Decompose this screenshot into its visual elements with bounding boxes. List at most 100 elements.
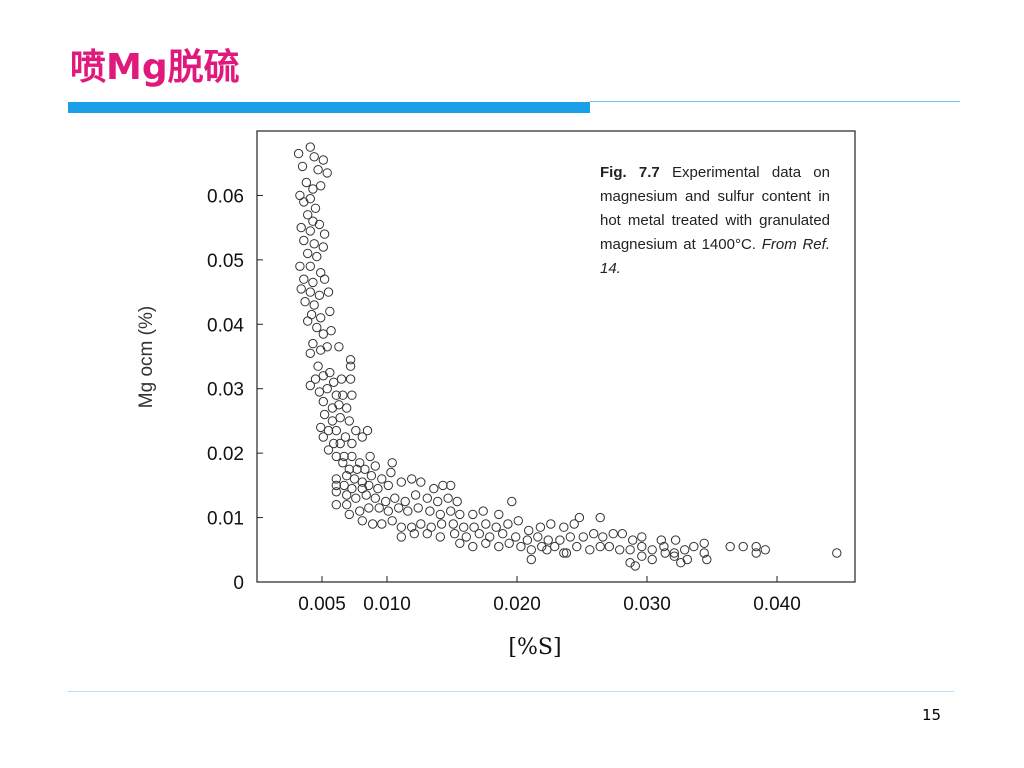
data-point <box>295 261 305 271</box>
data-point <box>326 326 336 336</box>
data-point <box>318 396 328 407</box>
data-point <box>702 554 712 565</box>
data-point <box>542 545 552 555</box>
data-point <box>628 535 638 545</box>
y-tick-label: 0 <box>233 573 244 594</box>
data-point <box>522 535 533 545</box>
data-point <box>331 500 341 510</box>
data-point <box>396 522 406 532</box>
data-point <box>407 474 417 484</box>
figure-caption-source: From Ref. 14. <box>600 236 830 277</box>
data-point <box>331 451 341 462</box>
data-point <box>625 545 635 555</box>
plot-area-frame <box>256 130 856 583</box>
footer-divider <box>68 691 954 692</box>
data-point <box>342 500 352 510</box>
data-point <box>316 345 326 355</box>
data-point <box>689 541 699 552</box>
data-point <box>615 545 625 555</box>
title-underline-thin-line <box>590 101 960 102</box>
y-tick-label: 0.04 <box>207 315 244 336</box>
data-point <box>680 545 690 555</box>
data-point <box>331 390 341 400</box>
data-point <box>331 474 341 484</box>
data-point <box>299 235 309 246</box>
y-tick-label: 0.02 <box>207 444 244 465</box>
data-point <box>316 181 326 191</box>
data-point <box>682 554 692 565</box>
title-underline-bar <box>68 102 590 113</box>
data-point <box>469 522 479 532</box>
data-point <box>331 480 341 491</box>
data-point <box>416 477 426 487</box>
data-point <box>299 197 309 207</box>
data-point <box>598 532 608 542</box>
data-point <box>310 203 321 214</box>
data-point <box>494 509 504 520</box>
data-point <box>751 548 761 558</box>
data-point <box>325 367 335 378</box>
data-point <box>533 532 543 542</box>
data-point <box>409 529 419 539</box>
data-point <box>459 522 469 532</box>
data-point <box>751 541 761 552</box>
data-point <box>314 219 325 230</box>
data-point <box>318 432 328 442</box>
data-point <box>426 522 436 532</box>
data-point <box>546 519 556 529</box>
data-point <box>526 545 536 555</box>
data-point <box>293 148 304 159</box>
data-point <box>319 409 330 420</box>
data-point <box>308 216 318 226</box>
data-point <box>485 532 495 542</box>
data-point <box>578 532 588 542</box>
data-point <box>303 248 313 259</box>
page-number: 15 <box>922 706 942 724</box>
data-point <box>316 268 326 278</box>
data-point <box>574 512 585 523</box>
data-point <box>503 519 513 529</box>
data-point <box>526 554 536 565</box>
figure-caption-text: Experimental data on magnesium and sulfu… <box>600 164 830 253</box>
data-point <box>452 496 462 507</box>
data-point <box>617 529 627 539</box>
data-point <box>331 487 341 497</box>
data-point <box>323 425 334 436</box>
data-point <box>429 483 439 494</box>
data-point <box>319 229 330 239</box>
y-tick-label: 0.06 <box>207 186 244 207</box>
data-point <box>335 413 345 423</box>
data-point <box>647 545 657 555</box>
data-point <box>543 535 553 545</box>
data-point <box>323 287 334 297</box>
data-point <box>589 529 599 539</box>
figure-caption-label: Fig. 7.7 <box>600 164 660 181</box>
data-point <box>478 506 488 516</box>
data-point <box>498 529 508 539</box>
data-point <box>339 451 349 462</box>
data-point <box>656 535 666 545</box>
data-point <box>345 374 356 384</box>
data-point <box>309 152 319 162</box>
data-point <box>559 548 569 558</box>
data-point <box>494 541 504 552</box>
data-point <box>474 529 484 539</box>
data-point <box>725 541 735 552</box>
data-point <box>340 432 351 442</box>
data-point <box>511 532 521 542</box>
data-point <box>314 387 325 397</box>
data-point <box>481 538 491 548</box>
x-axis-label: [%S] <box>508 635 561 660</box>
data-point <box>338 458 348 468</box>
x-tick-label: 0.030 <box>623 594 671 615</box>
data-point <box>309 300 319 310</box>
data-point <box>303 210 313 220</box>
data-point <box>322 384 332 394</box>
x-tick-label: 0.040 <box>753 594 801 615</box>
data-point <box>637 541 647 552</box>
data-point <box>448 519 458 529</box>
data-point <box>407 522 417 532</box>
data-point <box>481 519 491 529</box>
data-point <box>364 503 374 513</box>
data-point <box>537 541 547 552</box>
